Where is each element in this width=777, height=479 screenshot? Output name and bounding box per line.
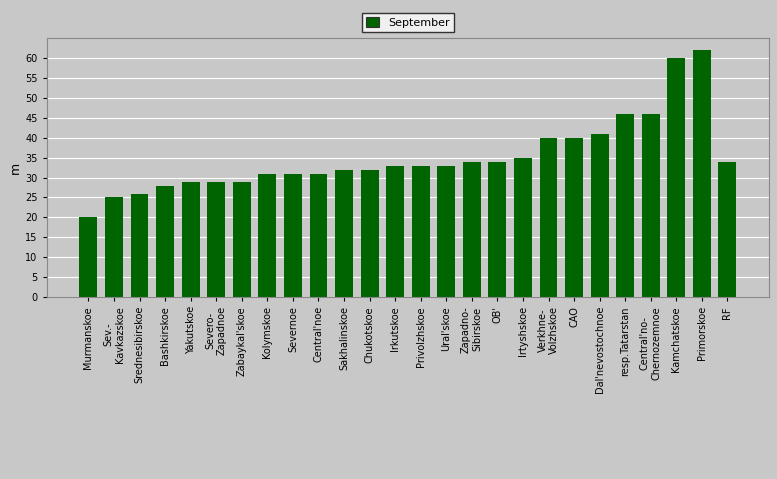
Bar [386,166,404,297]
Bar [489,162,507,297]
Bar [79,217,97,297]
Bar [693,50,711,297]
Bar [437,166,455,297]
Legend: September: September [361,13,455,32]
Bar [156,185,174,297]
Bar [412,166,430,297]
Bar [642,114,660,297]
Bar [309,173,327,297]
Bar [361,170,378,297]
Bar [207,182,225,297]
Bar [514,158,532,297]
Bar [463,162,481,297]
Bar [591,134,608,297]
Bar [259,173,277,297]
Bar [335,170,353,297]
Bar [539,138,557,297]
Y-axis label: m: m [9,161,23,174]
Bar [105,197,123,297]
Bar [719,162,737,297]
Bar [616,114,634,297]
Bar [233,182,251,297]
Bar [182,182,200,297]
Bar [284,173,301,297]
Bar [131,194,148,297]
Bar [667,58,685,297]
Bar [565,138,583,297]
